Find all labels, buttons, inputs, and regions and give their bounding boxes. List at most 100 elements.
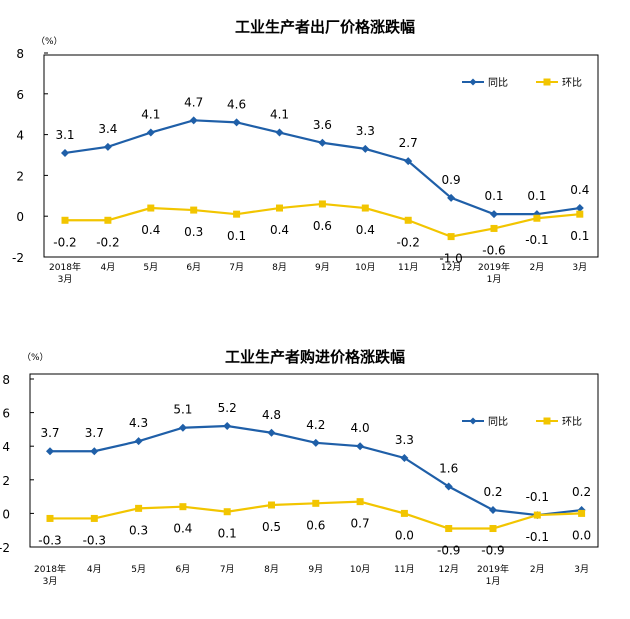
chart-title: 工业生产者购进价格涨跌幅 [224, 348, 405, 366]
data-point-marker [490, 210, 498, 219]
data-label: 0.1 [527, 189, 546, 203]
data-point-marker [533, 214, 541, 222]
data-point-marker [312, 499, 320, 507]
data-point-marker [361, 204, 369, 212]
data-point-marker [267, 428, 276, 437]
data-point-marker [178, 423, 187, 432]
data-label: -0.2 [96, 235, 119, 249]
data-point-marker [356, 498, 364, 506]
y-tick-label: 0 [2, 507, 10, 521]
data-point-marker [578, 509, 586, 517]
x-tick-label: 1月 [486, 576, 501, 587]
x-tick-label: 2019年 [477, 563, 509, 575]
x-tick-label: 7月 [220, 564, 235, 575]
legend-marker [543, 78, 551, 86]
data-point-marker [311, 438, 320, 447]
data-label: 3.7 [40, 426, 59, 440]
x-tick-label: 2月 [530, 564, 545, 575]
data-label: 0.3 [129, 523, 148, 537]
y-tick-label: 2 [16, 169, 24, 183]
x-tick-label: 6月 [176, 564, 191, 575]
data-label: 3.3 [395, 433, 414, 447]
data-point-marker [400, 509, 408, 517]
y-tick-label: 6 [2, 407, 10, 421]
data-point-marker [447, 233, 455, 241]
data-label: 0.2 [572, 485, 591, 499]
data-point-marker [61, 216, 69, 224]
legend-marker [469, 417, 477, 425]
y-tick-label: 0 [16, 210, 24, 224]
data-label: -0.9 [437, 544, 460, 558]
x-tick-label: 11月 [394, 564, 414, 575]
data-point-marker [90, 447, 99, 456]
data-label: 0.4 [141, 223, 160, 237]
data-label: 5.2 [218, 401, 237, 415]
data-point-marker [361, 144, 370, 153]
x-tick-label: 9月 [315, 262, 330, 273]
data-point-marker [275, 128, 284, 137]
data-point-marker [318, 200, 326, 208]
data-label: 1.6 [439, 462, 458, 476]
data-point-marker [104, 216, 112, 224]
legend-marker [469, 78, 477, 86]
data-point-marker [533, 511, 541, 519]
data-label: 3.4 [98, 122, 117, 136]
x-tick-label: 2018年 [34, 563, 66, 575]
data-point-marker [147, 204, 155, 212]
x-tick-label: 2019年 [478, 261, 510, 273]
data-label: -0.1 [526, 490, 549, 504]
y-tick-label: 8 [2, 373, 10, 387]
data-label: 4.2 [306, 418, 325, 432]
x-tick-label: 10月 [355, 262, 375, 273]
chart-title: 工业生产者出厂价格涨跌幅 [234, 18, 415, 36]
data-point-marker [444, 482, 453, 491]
data-point-marker [134, 437, 143, 446]
data-point-marker [404, 216, 412, 224]
data-label: -0.9 [481, 544, 504, 558]
data-label: -0.3 [83, 533, 106, 547]
data-label: 0.1 [570, 229, 589, 243]
legend-marker [543, 417, 551, 425]
data-point-marker [103, 142, 112, 151]
data-point-marker [318, 138, 327, 147]
data-label: 4.1 [141, 108, 160, 122]
y-tick-label: 4 [2, 440, 10, 454]
data-label: -0.1 [526, 530, 549, 544]
data-label: -0.3 [38, 533, 61, 547]
data-label: 0.0 [572, 528, 591, 542]
x-tick-label: 4月 [101, 262, 116, 273]
legend-label: 同比 [488, 77, 508, 89]
y-tick-label: 8 [16, 47, 24, 61]
x-tick-label: 3月 [58, 274, 73, 285]
y-tick-label: -2 [12, 251, 24, 265]
x-tick-label: 12月 [438, 564, 458, 575]
data-label: 4.1 [270, 108, 289, 122]
x-tick-label: 10月 [350, 564, 370, 575]
y-tick-label: 4 [16, 129, 24, 143]
x-tick-label: 8月 [272, 262, 287, 273]
data-label: 0.1 [218, 527, 237, 541]
x-tick-label: 5月 [131, 564, 146, 575]
y-tick-label: 2 [2, 474, 10, 488]
data-label: 4.0 [351, 421, 370, 435]
x-tick-label: 8月 [264, 564, 279, 575]
data-label: 4.6 [227, 97, 246, 111]
x-tick-label: 12月 [441, 262, 461, 273]
data-label: 0.4 [356, 223, 375, 237]
data-point-marker [46, 514, 54, 522]
data-label: 4.8 [262, 408, 281, 422]
data-label: 0.4 [570, 183, 589, 197]
y-tick-label: 6 [16, 88, 24, 102]
data-point-marker [489, 506, 497, 515]
y-unit-label: （%） [22, 353, 49, 363]
data-point-marker [404, 157, 413, 166]
x-tick-label: 11月 [398, 262, 418, 273]
data-label: 0.0 [395, 528, 414, 542]
data-label: 2.7 [399, 136, 418, 150]
x-tick-label: 6月 [186, 262, 201, 273]
plot-frame [43, 54, 599, 258]
data-label: 3.6 [313, 118, 332, 132]
data-label: 3.1 [55, 128, 74, 142]
x-tick-label: 2018年 [49, 261, 81, 273]
